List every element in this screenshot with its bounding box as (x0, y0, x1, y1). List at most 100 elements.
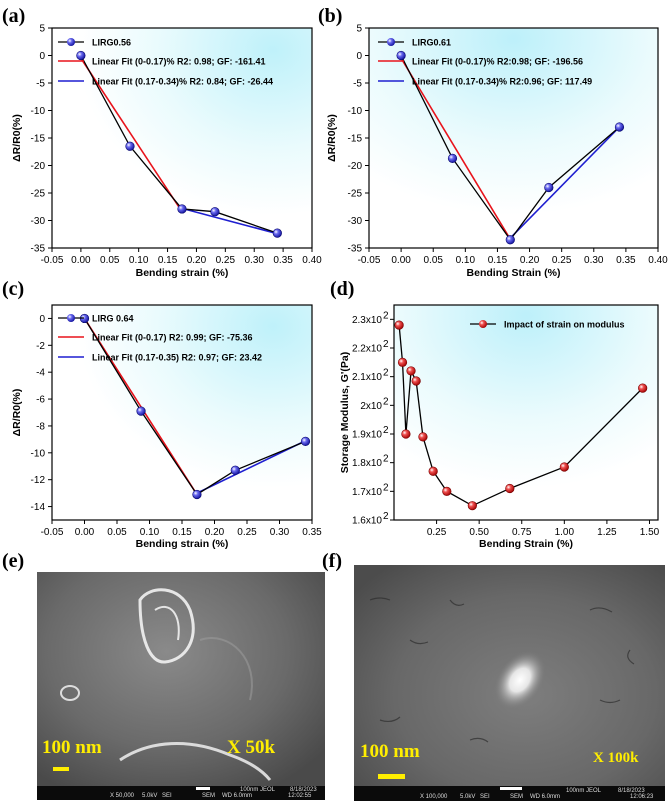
y-tick-label-d: 1.6x10 (352, 516, 382, 527)
y-tick-label-a: -35 (31, 244, 46, 255)
plot-area-c (52, 305, 312, 520)
chart-c: -0.05 0.00 0.05 0.10 0.15 0.20 0.25 0.30 0.35 0 -2… (11, 304, 322, 550)
y-tick-exponent-d: 2 (383, 511, 389, 522)
y-tick-label-d: 1.9x10 (352, 430, 382, 441)
sem-e-footer-time: 12:02:55 (288, 793, 312, 799)
x-tick-label-a: 0.05 (100, 255, 120, 266)
chart-b: -0.05 0.00 0.05 0.10 0.15 0.20 0.25 0.30 0.35 0.4… (326, 24, 668, 280)
data-point-c (136, 406, 146, 416)
sem-f-bright-feature (494, 650, 546, 710)
sem-f-footer-date: 8/18/2023 (618, 788, 645, 794)
data-point-d (411, 376, 421, 386)
x-tick-label-c: 0.05 (107, 527, 127, 538)
panel-label-c: (c) (2, 278, 24, 300)
panel-label-d: (d) (330, 278, 354, 300)
y-axis-label-a: ΔR/R0(%) (11, 114, 23, 162)
chart-a: -0.05 0.00 0.05 0.10 0.15 0.20 0.25 0.30 0.35 0.4… (11, 24, 322, 280)
legend-fit-label-b-1: Linear Fit (0-0.17)% R2:0.98; GF: -196.5… (412, 57, 583, 67)
legend-label-a: LIRG0.56 (92, 38, 131, 48)
x-tick-label-c: 0.25 (237, 527, 257, 538)
data-point-d (428, 466, 438, 476)
y-tick-label-a: -10 (31, 106, 46, 117)
x-tick-label-b: 0.15 (488, 255, 508, 266)
y-tick-label-b: -15 (348, 134, 363, 145)
x-axis-label-d: Bending Strain (%) (479, 538, 573, 550)
data-point-a (272, 228, 282, 238)
sem-e-footer-label: 100nm JEOL (240, 787, 276, 793)
legend-fit-label-a-1: Linear Fit (0-0.17)% R2: 0.98; GF: -161.… (92, 57, 266, 67)
sem-f-footer-sem: SEM (510, 794, 523, 800)
y-tick-exponent-d: 2 (383, 454, 389, 465)
sem-e-small-particle (60, 685, 80, 701)
sem-e-footer-mag: X 50,000 (110, 793, 135, 799)
x-tick-label-b: 0.35 (616, 255, 636, 266)
y-tick-exponent-d: 2 (383, 368, 389, 379)
y-tick-label-b: -30 (348, 216, 363, 227)
y-tick-exponent-d: 2 (383, 339, 389, 350)
data-point-c (300, 436, 311, 446)
panel-label-b: (b) (318, 5, 342, 27)
sem-f-footer-label: 100nm JEOL (566, 788, 602, 794)
panel-label-a: (a) (2, 5, 25, 27)
sem-e-footer (37, 786, 325, 800)
x-tick-label-c: 0.10 (140, 527, 160, 538)
y-tick-exponent-d: 2 (383, 425, 389, 436)
sem-e-background (37, 572, 325, 800)
sem-e-mag-text: X 50k (227, 737, 275, 758)
legend-label-d: Impact of strain on modulus (504, 320, 625, 330)
x-tick-label-b: 0.20 (520, 255, 540, 266)
x-tick-label-c: 0.00 (75, 527, 95, 538)
sem-f-footer (354, 786, 665, 801)
x-tick-label-a: 0.35 (273, 255, 293, 266)
legend-label-c: LIRG 0.64 (92, 314, 134, 324)
data-point-d (442, 486, 452, 496)
axes-frame-c (51, 304, 313, 521)
sem-e-footer-wd: WD 6.0mm (222, 793, 252, 799)
x-tick-label-b: 0.30 (584, 255, 604, 266)
y-tick-label-a: -25 (31, 189, 46, 200)
legend-label-b: LIRG0.61 (412, 38, 451, 48)
y-tick-label-b: 5 (356, 24, 362, 35)
y-tick-label-b: -35 (348, 244, 363, 255)
data-point-b (447, 153, 458, 163)
y-tick-label-d: 1.8x10 (352, 458, 382, 469)
y-tick-label-a: -30 (31, 216, 46, 227)
y-tick-label-a: -20 (31, 161, 46, 172)
plot-area-b (369, 28, 658, 248)
legend-fit-label-c-2: Linear Fit (0.17-0.35) R2: 0.97; GF: 23.… (92, 353, 262, 363)
x-tick-label-a: 0.40 (302, 255, 322, 266)
sem-e-bottom-feature (119, 742, 272, 781)
y-tick-label-c: -12 (31, 475, 46, 486)
data-point-d (638, 383, 648, 393)
y-tick-label-d: 2.2x10 (352, 344, 382, 355)
legend-marker-a (67, 38, 75, 46)
y-tick-exponent-d: 2 (383, 310, 389, 321)
sem-image-e: 100 nm X 50k X 50,000 5.0kV SEI SEM WD 6… (37, 572, 325, 800)
sem-f-footer-scale-bar (500, 787, 522, 790)
data-point-d (418, 432, 428, 442)
data-point-b (396, 50, 406, 61)
y-tick-label-c: -4 (36, 368, 45, 379)
panel-label-f: (f) (322, 550, 342, 572)
x-tick-label-b: -0.05 (358, 255, 381, 266)
series-line-d (398, 325, 644, 507)
x-axis-label-c: Bending strain (%) (136, 538, 229, 550)
legend-fit-label-a-2: Linear Fit (0.17-0.34)% R2: 0.84; GF: -2… (92, 77, 273, 87)
y-tick-label-a: -5 (36, 79, 45, 90)
sem-e-footer-scale-bar (196, 787, 210, 790)
sem-e-particle-edge (154, 605, 180, 641)
x-tick-label-d: 1.25 (597, 527, 617, 538)
x-tick-label-d: 1.00 (555, 527, 575, 538)
data-point-d (559, 462, 569, 472)
data-point-a (177, 204, 187, 214)
data-point-d (406, 366, 416, 376)
x-axis-label-b: Bending Strain (%) (467, 267, 561, 279)
sem-f-footer-time: 12:06:23 (630, 794, 654, 800)
legend-fit-label-c-1: Linear Fit (0-0.17) R2: 0.99; GF: -75.36 (92, 333, 253, 343)
sem-e-footer-sem: SEM (202, 793, 215, 799)
sem-image-f: 100 nm X 100k X 100,000 5.0kV SEI SEM WD… (354, 565, 665, 801)
sem-f-footer-mode: SEI (480, 794, 490, 800)
x-tick-label-b: 0.00 (391, 255, 411, 266)
y-tick-label-a: 0 (39, 51, 45, 62)
plot-area-d (394, 305, 658, 520)
